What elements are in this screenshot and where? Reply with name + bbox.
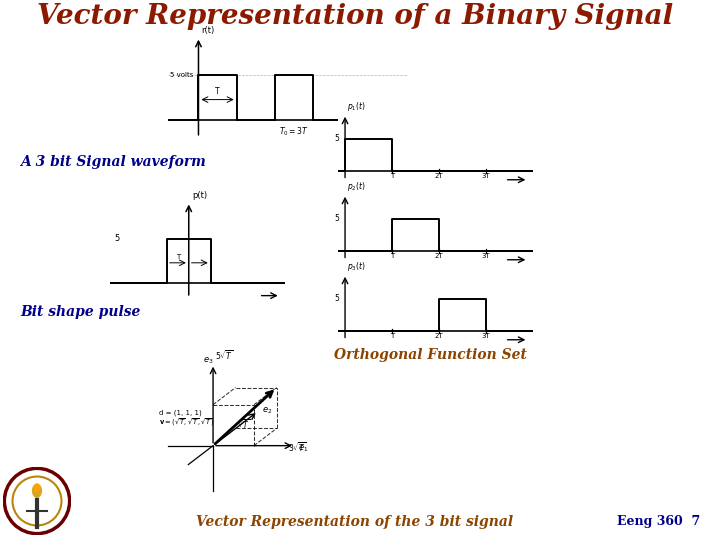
Text: 5 volts: 5 volts: [170, 72, 193, 78]
Text: 2T: 2T: [435, 173, 444, 179]
Text: $\sqrt{T}$: $\sqrt{T}$: [237, 417, 250, 431]
Text: T: T: [390, 173, 394, 179]
Text: 5: 5: [334, 294, 339, 303]
Text: $e_3$: $e_3$: [203, 355, 213, 366]
Text: Orthogonal Function Set: Orthogonal Function Set: [333, 348, 526, 362]
Text: Bit shape pulse: Bit shape pulse: [20, 305, 140, 319]
Ellipse shape: [35, 484, 40, 491]
Text: $p_3(t)$: $p_3(t)$: [347, 260, 366, 273]
Text: $p_1(t)$: $p_1(t)$: [347, 99, 366, 112]
Text: A 3 bit Signal waveform: A 3 bit Signal waveform: [20, 155, 206, 169]
Text: 3T: 3T: [482, 333, 490, 339]
Text: Vector Representation of a Binary Signal: Vector Representation of a Binary Signal: [37, 3, 673, 30]
Text: T: T: [176, 254, 180, 260]
Text: r(t): r(t): [202, 26, 215, 36]
Text: $5\sqrt{T}$: $5\sqrt{T}$: [215, 349, 233, 362]
Text: d = (1, 1, 1): d = (1, 1, 1): [159, 410, 202, 416]
Text: 3T: 3T: [482, 253, 490, 259]
Text: $p_2(t)$: $p_2(t)$: [347, 180, 366, 193]
Text: $3\sqrt{T}$: $3\sqrt{T}$: [288, 440, 307, 454]
Text: 5: 5: [114, 234, 120, 243]
Text: p(t): p(t): [192, 191, 207, 200]
Text: 2T: 2T: [435, 333, 444, 339]
Text: 2T: 2T: [435, 253, 444, 259]
Text: 5: 5: [334, 214, 339, 224]
Text: $T_0 = 3T$: $T_0 = 3T$: [279, 125, 309, 138]
Text: Vector Representation of the 3 bit signal: Vector Representation of the 3 bit signa…: [197, 515, 513, 529]
Text: Eeng 360  7: Eeng 360 7: [617, 516, 700, 529]
Text: 5: 5: [334, 134, 339, 143]
Text: $e_1$: $e_1$: [299, 444, 309, 455]
Text: T: T: [390, 333, 394, 339]
Ellipse shape: [32, 484, 42, 497]
Text: $\mathbf{v} = (\sqrt{T}, \sqrt{T}, \sqrt{T})$: $\mathbf{v} = (\sqrt{T}, \sqrt{T}, \sqrt…: [159, 417, 215, 428]
Text: 3T: 3T: [482, 173, 490, 179]
Text: T: T: [390, 253, 394, 259]
Text: T: T: [215, 87, 220, 97]
Text: $e_2$: $e_2$: [261, 406, 272, 416]
